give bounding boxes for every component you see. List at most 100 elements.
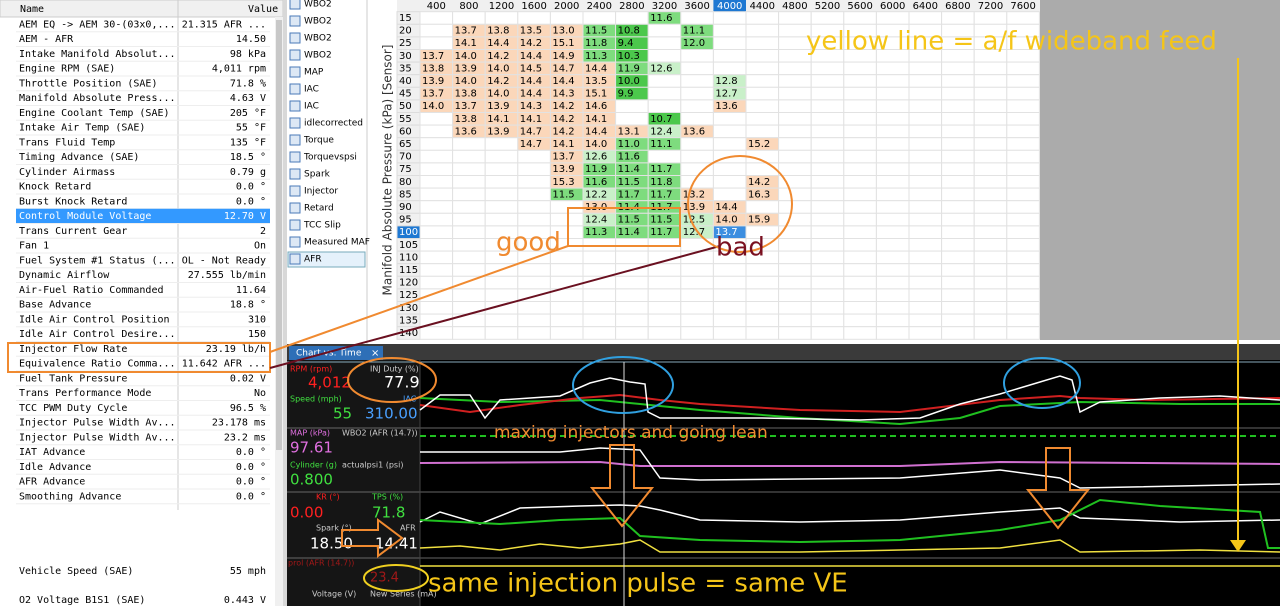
row-name: Fan 1	[19, 241, 49, 252]
cell	[647, 313, 682, 328]
cell-value: 12.4	[650, 126, 672, 137]
cell	[908, 250, 943, 265]
annotation: good	[496, 228, 561, 258]
cell-value: 14.0	[455, 76, 477, 87]
gauge-label: MAP (kPa)	[290, 429, 330, 438]
cell	[647, 263, 682, 277]
gauge-value: 97.61	[290, 439, 333, 457]
cell-value: 11.8	[650, 177, 672, 188]
cell	[778, 250, 812, 265]
cell	[419, 187, 454, 202]
cell	[745, 313, 780, 328]
cell	[843, 212, 877, 227]
cell	[941, 238, 975, 252]
cell	[1006, 74, 1040, 88]
cell	[941, 225, 975, 239]
gauge-label: Spark (°)	[316, 524, 352, 533]
cell	[941, 301, 975, 315]
cell	[843, 263, 877, 277]
cell-value: 14.5	[520, 63, 542, 74]
cell-value: 15.9	[748, 215, 770, 226]
cell	[680, 61, 714, 76]
cell	[452, 301, 486, 315]
cell	[680, 11, 714, 25]
cell	[419, 263, 454, 277]
highlight-box	[567, 207, 681, 247]
cell	[419, 175, 454, 189]
cell	[810, 61, 845, 76]
row-value: 0.79 g	[230, 167, 266, 178]
cell	[941, 175, 975, 189]
selected-header	[713, 0, 746, 12]
cell	[680, 313, 714, 328]
cell	[778, 137, 812, 151]
cell-value: 10.0	[618, 76, 640, 87]
cell	[517, 263, 551, 277]
cell-value: 13.7	[455, 101, 477, 112]
cell	[843, 162, 877, 176]
cell-value: 13.8	[422, 63, 444, 74]
cell	[745, 288, 780, 302]
row-header: 25	[399, 38, 412, 49]
highlight-box	[7, 342, 271, 373]
cell	[484, 200, 519, 214]
cell	[843, 187, 877, 202]
cell-value: 12.0	[683, 38, 705, 49]
cell	[810, 86, 845, 101]
cell	[810, 275, 845, 290]
cell	[843, 301, 877, 315]
cell	[712, 137, 747, 151]
cell	[452, 238, 486, 252]
cell	[810, 175, 845, 189]
cell-value: 11.6	[585, 177, 607, 188]
cell	[452, 326, 486, 340]
cell	[810, 212, 845, 227]
cell	[810, 137, 845, 151]
gauge-label: actualpsi1 (psi)	[342, 461, 403, 470]
gauge-label: RPM (rpm)	[290, 365, 332, 374]
gauge-label: Cylinder (g)	[290, 461, 337, 470]
cell-value: 12.7	[715, 89, 737, 100]
gauge-value: 55	[333, 405, 352, 423]
row-name: AEM EQ -> AEM 30-(03x0,...	[19, 19, 176, 30]
cell	[647, 301, 682, 315]
layer-name: IAC	[304, 85, 319, 95]
cell	[908, 326, 943, 340]
cell	[1006, 212, 1040, 227]
cell	[908, 212, 943, 227]
cell	[941, 99, 975, 114]
cell	[941, 313, 975, 328]
cell	[1006, 263, 1040, 277]
row-value: No	[254, 388, 266, 399]
column-header: 6800	[945, 1, 970, 12]
row-value: 4.63 V	[230, 93, 266, 104]
gauge-label: prol (AFR (14.7))	[288, 559, 354, 568]
cell	[419, 149, 454, 164]
tab-close[interactable]: ×	[371, 348, 379, 359]
row-value: 11.64	[236, 285, 266, 296]
cell	[712, 61, 747, 76]
cell	[875, 200, 910, 214]
cell	[843, 137, 877, 151]
gauge-value: 23.4	[370, 571, 399, 586]
trace	[419, 375, 1280, 421]
cell	[582, 301, 617, 315]
cell	[745, 86, 780, 101]
gauge-value: 77.9	[384, 373, 420, 392]
cell	[875, 212, 910, 227]
cell	[778, 149, 812, 164]
cell	[680, 326, 714, 340]
cell-value: 14.2	[520, 38, 542, 49]
cell-value: 14.2	[487, 76, 509, 87]
cell	[452, 187, 486, 202]
row-value: 135 °F	[230, 137, 266, 148]
layer-name: Measured MAF	[304, 238, 370, 248]
cell	[712, 301, 747, 315]
cell	[1006, 275, 1040, 290]
cell	[680, 86, 714, 101]
cell	[680, 99, 714, 114]
arrow	[341, 518, 404, 558]
cell	[615, 313, 649, 328]
column-header: 5200	[815, 1, 840, 12]
column-header: 6400	[913, 1, 938, 12]
